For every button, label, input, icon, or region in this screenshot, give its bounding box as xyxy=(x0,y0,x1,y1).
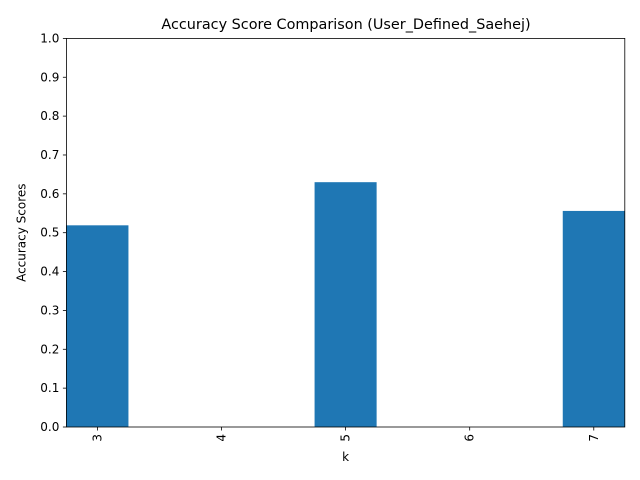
x-axis: 3 4 5 6 7 xyxy=(90,427,601,442)
y-tick-label: 0.7 xyxy=(40,148,59,162)
y-tick-label: 0.4 xyxy=(40,265,59,279)
bar-7 xyxy=(562,210,625,427)
y-axis-label: Accuracy Scores xyxy=(15,183,29,281)
y-tick-label: 0.5 xyxy=(40,226,59,240)
y-tick-label: 0.8 xyxy=(40,109,59,123)
bars xyxy=(66,182,625,427)
y-tick-label: 0.9 xyxy=(40,70,59,84)
y-tick-label: 0.6 xyxy=(40,187,59,201)
y-tick-label: 1.0 xyxy=(40,31,59,45)
y-tick-label: 0.1 xyxy=(40,381,59,395)
y-axis: 0.0 0.1 0.2 0.3 0.4 0.5 0.6 0.7 0.8 0.9 1.0 xyxy=(40,31,67,434)
y-tick-label: 0.0 xyxy=(40,420,59,434)
x-tick-label: 4 xyxy=(215,434,229,442)
y-tick-label: 0.2 xyxy=(40,342,59,356)
x-tick-label: 6 xyxy=(463,434,477,442)
chart-title: Accuracy Score Comparison (User_Defined_… xyxy=(161,17,530,33)
x-tick-label: 3 xyxy=(90,434,104,442)
x-axis-label: k xyxy=(342,450,349,464)
bar-3 xyxy=(66,225,129,427)
y-tick-label: 0.3 xyxy=(40,303,59,317)
x-tick-label: 7 xyxy=(587,434,601,442)
x-tick-label: 5 xyxy=(339,434,353,442)
plot-frame xyxy=(66,38,626,428)
bar-5 xyxy=(314,182,377,427)
